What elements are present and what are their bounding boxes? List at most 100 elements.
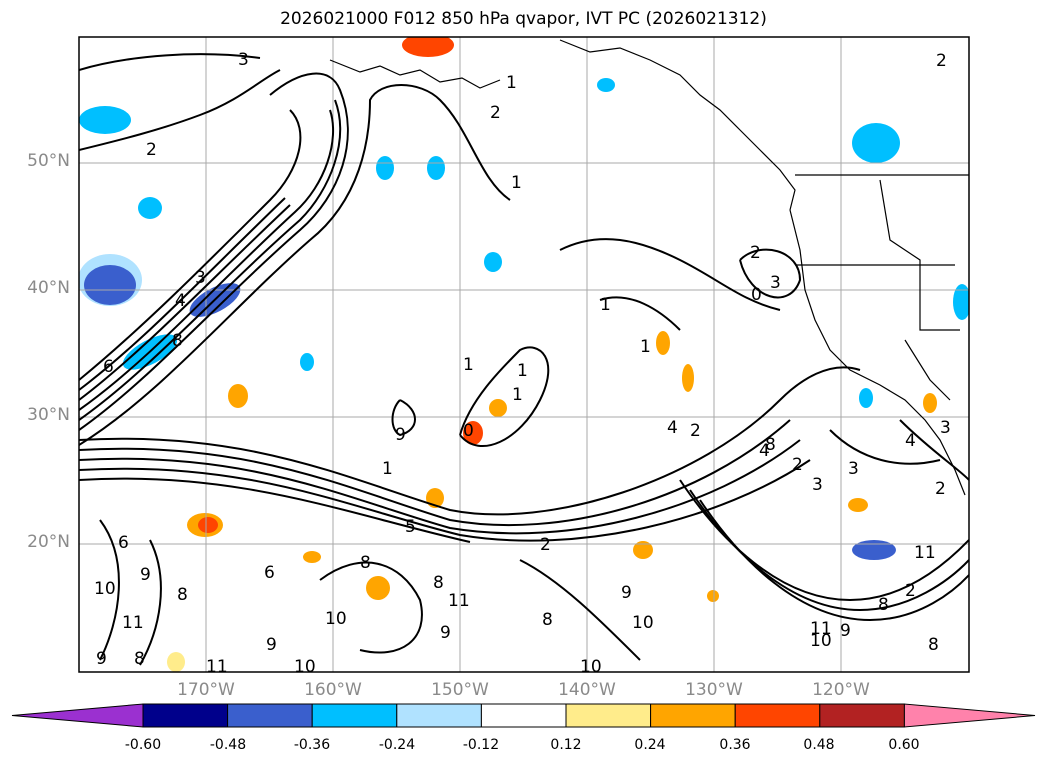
- colorbar-swatch: [480, 703, 567, 728]
- contour-label: 8: [765, 435, 776, 455]
- contour-label: 1: [463, 355, 474, 375]
- lon-tick-label: 120°W: [812, 680, 870, 700]
- map-background: [79, 37, 969, 672]
- shade-blob: [303, 551, 321, 563]
- contour-label: 3: [770, 273, 781, 293]
- contour-label: 3: [848, 459, 859, 479]
- lat-tick-label: 50°N: [27, 151, 70, 171]
- lon-tick-label: 130°W: [685, 680, 743, 700]
- colorbar-tick-label: 0.12: [550, 737, 582, 753]
- shade-blob: [484, 252, 502, 272]
- contour-label: 1: [600, 295, 611, 315]
- contour-label: 4: [667, 418, 678, 438]
- contour-label: 9: [96, 649, 107, 669]
- colorbar-tick-label: 0.36: [719, 737, 751, 753]
- colorbar-tick-label: -0.12: [462, 737, 500, 753]
- contour-label: 9: [840, 621, 851, 641]
- contour-label: 2: [905, 581, 916, 601]
- contour-label: 11: [122, 613, 144, 633]
- map-title: 2026021000 F012 850 hPa qvapor, IVT PC (…: [280, 9, 767, 29]
- contour-label: 4: [759, 441, 770, 461]
- contour-label: 2: [936, 51, 947, 71]
- contour-label: 2: [146, 140, 157, 160]
- shade-blob: [852, 123, 900, 163]
- shade-blob: [859, 388, 873, 408]
- colorbar-swatch: [396, 703, 482, 728]
- qvapor-shading: [79, 37, 969, 672]
- contour-label: 1: [517, 361, 528, 381]
- contour-label: 8: [172, 331, 183, 351]
- contour-label: 11: [206, 657, 228, 677]
- shade-blob: [198, 517, 218, 533]
- contour-label: 10: [294, 657, 316, 677]
- lon-tick-label: 140°W: [558, 680, 616, 700]
- contour-label: 8: [360, 553, 371, 573]
- shade-blob: [300, 353, 314, 371]
- colorbar-tick-label: 0.60: [888, 737, 920, 753]
- colorbar-tick-label: -0.60: [124, 737, 162, 753]
- contour-label: 6: [264, 563, 275, 583]
- contour-label: 9: [621, 583, 632, 603]
- contour-label: 10: [632, 613, 654, 633]
- map-frame: [78, 36, 970, 673]
- contour-label: 4: [175, 291, 186, 311]
- lon-tick-label: 160°W: [304, 680, 362, 700]
- contour-label: 3: [238, 50, 249, 70]
- contour-label: 8: [928, 635, 939, 655]
- colorbar-extend-low: [11, 703, 144, 728]
- contour-label: 8: [878, 595, 889, 615]
- lat-tick-label: 40°N: [27, 278, 70, 298]
- contour-label: 5: [405, 517, 416, 537]
- colorbar-swatch: [311, 703, 398, 728]
- contour-label: 1: [382, 459, 393, 479]
- shade-blob: [597, 78, 615, 92]
- contour-label: 0: [751, 285, 762, 305]
- lat-tick-label: 30°N: [27, 405, 70, 425]
- colorbar-tick-label: -0.36: [293, 737, 331, 753]
- colorbar-swatch: [819, 703, 905, 728]
- contour-label: 1: [512, 385, 523, 405]
- contour-label: 2: [792, 455, 803, 475]
- lon-tick-label: 150°W: [431, 680, 489, 700]
- shade-blob: [427, 156, 445, 180]
- ivt-contours: [79, 53, 969, 666]
- contour-label: 11: [810, 619, 832, 639]
- shade-blob: [953, 284, 969, 320]
- shade-blob: [84, 265, 136, 305]
- coastlines: [329, 39, 969, 496]
- shade-blob: [682, 364, 694, 392]
- colorbar-tick-label: 0.24: [634, 737, 666, 753]
- shade-blob: [402, 37, 454, 57]
- contour-label: 10: [325, 609, 347, 629]
- contour-label: 0: [463, 421, 474, 441]
- shade-blob: [138, 197, 162, 219]
- contour-label: 6: [118, 533, 129, 553]
- shade-blob: [923, 393, 937, 413]
- contour-label: 2: [540, 535, 551, 555]
- contour-label: 2: [490, 103, 501, 123]
- contour-label: 1: [506, 73, 517, 93]
- shade-blob: [633, 541, 653, 559]
- contour-label: 9: [440, 623, 451, 643]
- contour-label: 2: [690, 421, 701, 441]
- colorbar-tick-label: 0.48: [803, 737, 835, 753]
- colorbar-swatch: [650, 703, 736, 728]
- contour-label: 11: [914, 543, 936, 563]
- contour-label: 9: [266, 635, 277, 655]
- shade-blob: [167, 652, 185, 672]
- colorbar-tick-label: -0.24: [378, 737, 416, 753]
- shade-blob: [228, 384, 248, 408]
- contour-label: 3: [812, 475, 823, 495]
- shade-blob: [376, 156, 394, 180]
- contour-label: 10: [810, 631, 832, 651]
- shade-blob: [707, 590, 719, 602]
- contour-label: 4: [905, 431, 916, 451]
- contour-label: 10: [94, 579, 116, 599]
- contour-label: 8: [134, 649, 145, 669]
- contour-label: 8: [433, 573, 444, 593]
- lon-tick-label: 170°W: [177, 680, 235, 700]
- contour-label: 3: [940, 418, 951, 438]
- colorbar-extend-high: [903, 703, 1036, 728]
